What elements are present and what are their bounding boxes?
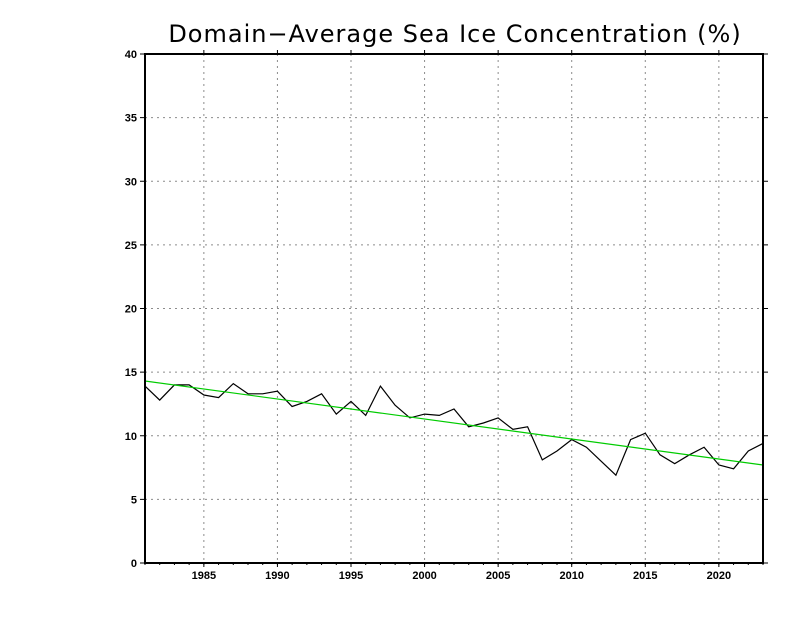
x-tick-label: 1985 [192, 570, 216, 582]
y-tick-label: 20 [125, 304, 137, 316]
y-tick-label: 15 [125, 367, 137, 379]
x-tick-label: 2015 [633, 570, 657, 582]
y-tick-label: 10 [125, 431, 137, 443]
grid [145, 54, 763, 563]
y-tick-label: 25 [125, 240, 137, 252]
axis-ticks: 1985 1990 1995 2000 2005 2010 2015 2020 0 5 10 15 20… [125, 49, 768, 582]
y-tick-label: 0 [131, 558, 137, 570]
y-tick-label: 35 [125, 113, 137, 125]
series [144, 380, 764, 477]
y-tick-label: 30 [125, 176, 137, 188]
x-tick-label: 2010 [559, 570, 583, 582]
series-line-trend [144, 380, 764, 466]
x-tick-label: 2005 [486, 570, 510, 582]
series-line-concentration [144, 382, 764, 477]
chart-title: Domain−Average Sea Ice Concentration (%) [168, 20, 741, 48]
x-tick-label: 1990 [265, 570, 289, 582]
x-tick-label: 2000 [412, 570, 436, 582]
x-tick-label: 2020 [707, 570, 731, 582]
plot-frame [144, 53, 764, 564]
x-tick-label: 1995 [339, 570, 363, 582]
y-tick-label: 40 [125, 49, 137, 61]
y-tick-label: 5 [131, 494, 137, 506]
